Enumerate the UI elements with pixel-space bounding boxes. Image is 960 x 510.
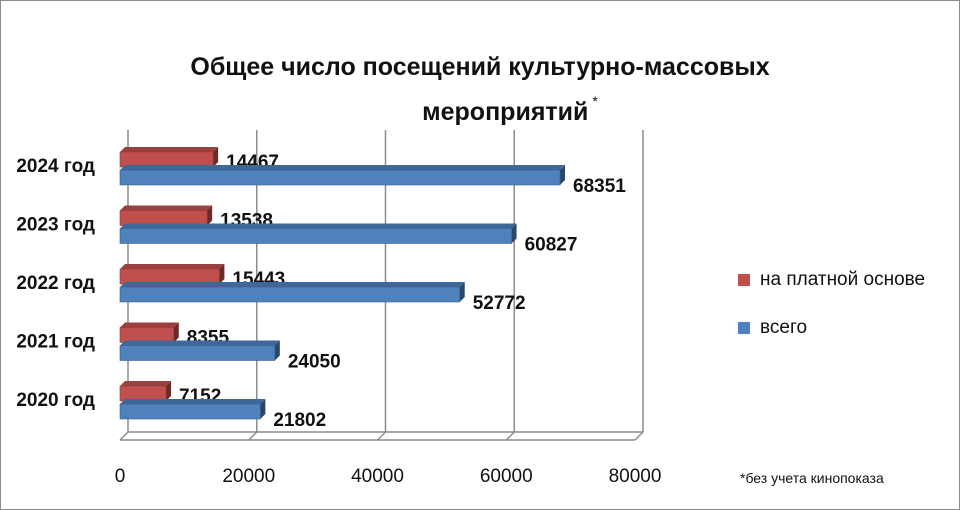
y-tick-label-cat-4: 2020 год: [16, 390, 95, 411]
data-label-total-cat-3: 24050: [288, 352, 341, 373]
bar-top-paid-cat-2: [120, 264, 225, 269]
chart-title-line-2: мероприятий: [422, 98, 589, 126]
bar-total-cat-1: [119, 228, 512, 244]
bar-end-total-cat-3: [274, 340, 280, 361]
floor-edge-80000: [634, 431, 644, 441]
y-tick-label-cat-0: 2024 год: [16, 156, 95, 177]
floor-edge-0: [119, 431, 129, 441]
y-tick-label-cat-2: 2022 год: [16, 273, 95, 294]
data-label-total-cat-0: 68351: [573, 176, 626, 197]
bar-paid-cat-2: [119, 268, 220, 285]
bar-paid-cat-4: [119, 385, 167, 402]
bar-top-paid-cat-3: [120, 322, 179, 328]
legend-swatch-total: [738, 322, 750, 334]
bar-end-paid-cat-0: [213, 147, 219, 167]
bar-top-total-cat-0: [120, 165, 566, 170]
y-tick-label-cat-3: 2021 год: [16, 332, 95, 353]
data-label-total-cat-1: 60827: [525, 235, 578, 256]
bar-paid-cat-0: [119, 151, 214, 168]
floor-edge-60000: [505, 431, 515, 441]
legend-label-total: всего: [760, 317, 808, 338]
bar-top-total-cat-2: [120, 282, 465, 287]
legend: на платной основе всего: [738, 266, 925, 362]
bar-end-total-cat-0: [560, 165, 566, 185]
bar-end-total-cat-1: [511, 223, 517, 244]
x-tick-label-80000: 80000: [609, 466, 662, 487]
x-tick-label-60000: 60000: [480, 466, 533, 487]
bar-paid-cat-1: [119, 210, 208, 226]
bar-top-total-cat-4: [120, 399, 266, 404]
y-tick-label-cat-1: 2023 год: [16, 215, 95, 236]
bar-end-total-cat-2: [459, 282, 465, 302]
bar-paid-cat-3: [119, 327, 175, 343]
bar-total-cat-2: [119, 286, 461, 303]
bar-end-paid-cat-3: [173, 322, 179, 343]
legend-label-paid: на платной основе: [760, 269, 926, 290]
footnote-mark: *: [592, 93, 598, 109]
footnote: *без учета кинопоказа: [740, 470, 884, 486]
bar-end-total-cat-4: [260, 399, 266, 419]
bar-top-total-cat-3: [120, 340, 280, 346]
bar-top-paid-cat-0: [120, 147, 219, 152]
x-tick-label-20000: 20000: [222, 466, 275, 487]
bar-total-cat-4: [119, 403, 261, 420]
legend-item-paid: на платной основе: [738, 266, 925, 294]
bar-end-paid-cat-4: [166, 381, 172, 401]
chart-title-line-1: Общее число посещений культурно-массовых: [190, 53, 770, 81]
x-tick-label-40000: 40000: [351, 466, 404, 487]
floor-edge-40000: [376, 431, 387, 441]
floor-edge-20000: [248, 431, 258, 441]
bar-top-paid-cat-4: [120, 381, 172, 386]
bar-end-paid-cat-1: [207, 205, 213, 226]
legend-item-total: всего: [738, 314, 925, 342]
data-label-total-cat-4: 21802: [273, 410, 326, 431]
bar-total-cat-0: [119, 169, 561, 186]
bar-top-paid-cat-1: [120, 205, 213, 211]
legend-swatch-paid: [738, 274, 750, 286]
bar-top-total-cat-1: [120, 223, 517, 229]
data-label-total-cat-2: 52772: [473, 293, 526, 314]
bar-total-cat-3: [119, 345, 276, 361]
bar-end-paid-cat-2: [219, 264, 225, 284]
x-tick-label-0: 0: [115, 466, 126, 487]
chart-title: Общее число посещений культурно-массовых…: [110, 50, 850, 129]
